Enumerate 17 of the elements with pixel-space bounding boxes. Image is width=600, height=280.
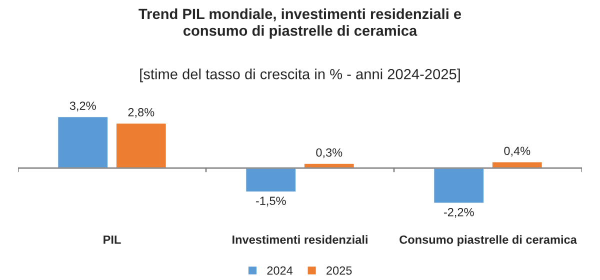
data-label: 0,3%: [316, 148, 342, 158]
chart-subtitle: [stime del tasso di crescita in % - anni 2024-2025]: [140, 68, 460, 82]
bar: [244, 167, 297, 193]
bar: [56, 116, 109, 169]
data-label: 0,4%: [504, 146, 530, 156]
bar: [115, 122, 168, 169]
x-tick-label: PIL: [104, 236, 121, 244]
data-label: 2,8%: [128, 108, 154, 118]
legend-label: 2025: [326, 266, 352, 275]
bar: [432, 167, 485, 204]
chart-title: Trend PIL mondiale, investimenti residenziali e consumo di piastrelle di ceramica: [138, 8, 462, 39]
data-label: -2,2%: [444, 208, 474, 218]
x-tick-label: Consumo piastrelle di ceramica: [400, 235, 577, 246]
legend-label: 2024: [267, 266, 293, 275]
data-label: -1,5%: [256, 196, 286, 206]
data-label: 3,2%: [70, 102, 96, 112]
x-tick-label: Investimenti residenziali: [232, 235, 368, 244]
